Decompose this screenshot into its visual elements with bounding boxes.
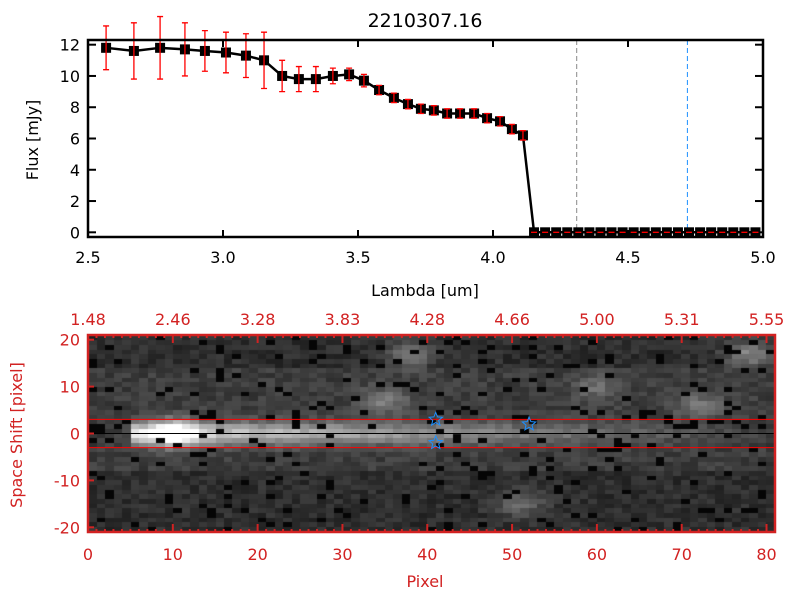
top-x-tick-label: 5.00 [579,310,615,329]
y-tick-label: 4 [70,161,80,180]
chart-title: 2210307.16 [368,10,483,32]
x-tick-label: 50 [502,545,522,564]
top-x-tick-label: 4.66 [494,310,530,329]
y-tick-label: -10 [54,471,80,490]
y-tick-label: 20 [60,331,80,350]
top-x-tick-label: 5.55 [749,310,785,329]
top-x-tick-label: 3.83 [325,310,361,329]
error-bar [376,84,383,96]
x-tick-label: 60 [587,545,607,564]
x-tick-label: 3.0 [210,248,235,267]
spectrum-plot: 2.5 3.0 3.5 4.0 4.5 5.0 0 2 4 6 8 10 12 [60,15,776,267]
y-tick-label: 10 [60,378,80,397]
top-x-tick-label: 3.28 [240,310,276,329]
error-bar [417,103,424,115]
x-tick-label: 10 [163,545,183,564]
top-x-tick-label: 2.46 [155,310,191,329]
x-tick-label: 5.0 [750,248,775,267]
x-tick-label: 0 [83,545,93,564]
error-bar [484,112,491,124]
x-tick-label: 80 [756,545,776,564]
error-bar [457,108,464,119]
error-bar [130,22,137,80]
error-bar [279,59,286,93]
y-tick-label: 10 [60,67,80,86]
y-tick-label: 0 [70,425,80,444]
error-bar [157,15,164,80]
error-bar [312,65,319,93]
y-tick-label: 6 [70,130,80,149]
top-y-axis-label: Flux [mJy] [23,100,42,181]
y-tick-label: 8 [70,98,80,117]
x-tick-label: 30 [332,545,352,564]
error-bar [497,115,504,127]
error-bar [508,123,515,135]
error-bar [430,105,437,116]
y-tick-label: 12 [60,36,80,55]
error-bar [360,73,367,88]
y-tick-label: 0 [70,223,80,242]
error-bar [444,108,451,119]
x-tick-label: 40 [417,545,437,564]
error-bar [329,67,336,85]
error-bar [181,22,188,77]
x-tick-label: 3.5 [345,248,370,267]
x-tick-label: 70 [672,545,692,564]
flux-line [105,46,756,234]
top-x-tick-label: 4.28 [409,310,445,329]
error-bar [103,25,110,71]
error-bar [404,98,411,110]
star-marker [521,415,537,431]
x-tick-label: 20 [247,545,267,564]
top-x-tick-label: 5.31 [664,310,700,329]
bottom-y-axis-label: Space Shift [pixel] [7,362,26,508]
y-tick-label: -20 [54,518,80,537]
star-marker [427,411,444,427]
error-bar [346,67,353,82]
error-bar [519,130,526,141]
image-frame [86,333,777,534]
error-bar [390,92,397,104]
x-tick-label: 4.0 [480,248,505,267]
error-bar [471,108,478,119]
star-marker [427,434,444,450]
x-tick-label: 4.5 [615,248,640,267]
top-x-axis-label: Lambda [um] [371,281,479,300]
top-x-tick-label: 1.48 [70,310,106,329]
bottom-x-axis-label: Pixel [406,572,443,591]
image-plot: 0 10 20 30 40 50 60 70 80 1.48 2.46 3.28 3.83 4.28 4.6… [54,310,784,564]
plot-frame [86,38,765,239]
error-bar [261,31,268,90]
x-tick-label: 2.5 [75,248,100,267]
y-tick-label: 2 [70,192,80,211]
error-bar [201,29,208,72]
error-bar [295,65,302,93]
